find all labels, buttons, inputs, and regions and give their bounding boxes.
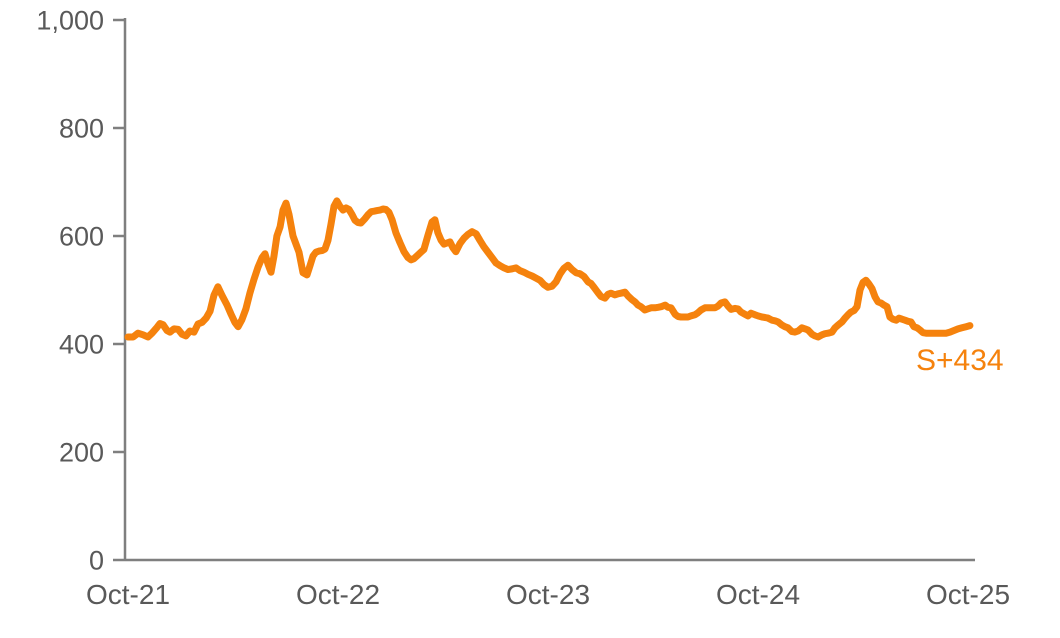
x-tick-label: Oct-23 bbox=[506, 579, 590, 610]
spread-series-line bbox=[124, 197, 974, 341]
x-tick-label: Oct-21 bbox=[86, 579, 170, 610]
series-end-label: S+434 bbox=[916, 344, 1004, 377]
y-tick-label: 600 bbox=[59, 222, 104, 252]
y-tick-label: 400 bbox=[59, 330, 104, 360]
x-tick-label: Oct-24 bbox=[716, 579, 800, 610]
x-tick-label: Oct-25 bbox=[926, 579, 1010, 610]
y-tick-label: 0 bbox=[89, 546, 104, 576]
y-tick-label: 200 bbox=[59, 438, 104, 468]
x-tick-label: Oct-22 bbox=[296, 579, 380, 610]
y-tick-label: 1,000 bbox=[36, 6, 104, 36]
y-tick-label: 800 bbox=[59, 114, 104, 144]
